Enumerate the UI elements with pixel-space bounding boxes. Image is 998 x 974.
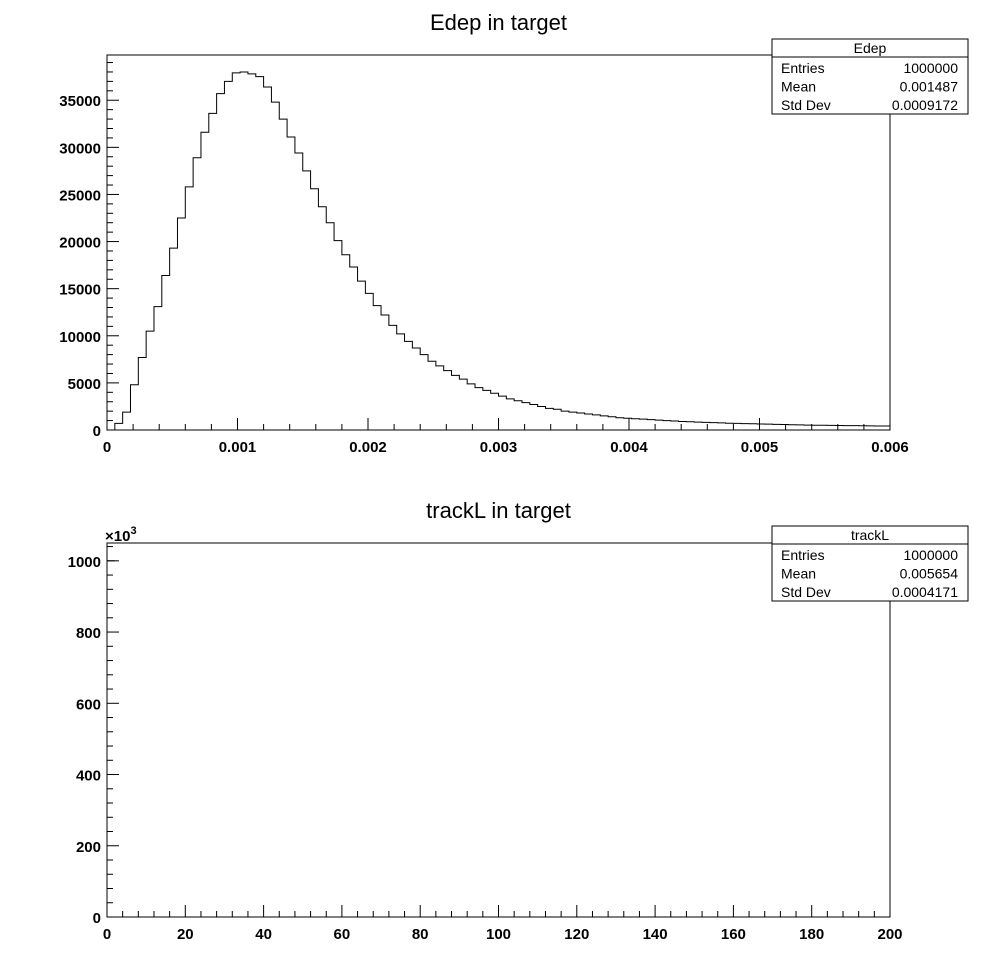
y-tick-label: 0	[93, 910, 101, 927]
stats-box: trackL Entries 1000000 Mean 0.005654 Std Dev 0…	[771, 525, 969, 602]
stats-box-frame	[771, 525, 969, 602]
x-tick-label: 160	[721, 926, 746, 943]
x-tick-label: 20	[177, 926, 194, 943]
x-tick-label: 80	[412, 926, 429, 943]
x-tick-label: 0	[103, 439, 111, 456]
x-tick-label: 60	[334, 926, 351, 943]
y-tick-label: 600	[76, 696, 101, 713]
stats-box-frame	[771, 38, 969, 115]
stats-box-title: Edep	[854, 40, 887, 56]
chart-title: trackL in target	[426, 498, 571, 523]
trackl-histogram-panel: trackL in target 0 20 40 60 80 100 120 140 160 180…	[68, 498, 969, 943]
histogram-steps	[107, 71, 890, 431]
stats-row-label: Std Dev	[781, 97, 831, 113]
y-tick-label: 800	[76, 625, 101, 642]
stats-row-label: Entries	[781, 60, 825, 76]
y-tick-label: 5000	[68, 376, 101, 393]
y-tick-label: 30000	[59, 140, 101, 157]
x-tick-label: 40	[255, 926, 272, 943]
stats-row-value: 0.0004171	[892, 584, 958, 600]
stats-row-label: Std Dev	[781, 584, 831, 600]
x-tick-label: 200	[877, 926, 902, 943]
stats-row-value: 1000000	[903, 547, 958, 563]
stats-row-value: 0.001487	[900, 79, 959, 95]
x-tick-label: 140	[643, 926, 668, 943]
stats-row-label: Entries	[781, 547, 825, 563]
stats-row-value: 0.005654	[900, 566, 959, 582]
x-tick-label: 0.001	[219, 439, 257, 456]
y-tick-label: 15000	[59, 282, 101, 299]
y-axis-multiplier-exponent: 3	[130, 525, 136, 537]
y-tick-label: 25000	[59, 187, 101, 204]
chart-title: Edep in target	[430, 10, 567, 35]
y-tick-label: 200	[76, 839, 101, 856]
stats-row-label: Mean	[781, 79, 816, 95]
x-tick-label: 0.006	[871, 439, 909, 456]
y-tick-label: 400	[76, 768, 101, 785]
y-tick-label: 0	[93, 423, 101, 440]
x-tick-label: 100	[486, 926, 511, 943]
x-tick-label: 0.003	[480, 439, 518, 456]
y-tick-label: 20000	[59, 235, 101, 252]
y-axis-multiplier: ×103	[105, 525, 137, 545]
x-tick-label: 0.002	[349, 439, 387, 456]
stats-row-value: 1000000	[903, 60, 958, 76]
stats-row-label: Mean	[781, 566, 816, 582]
y-tick-label: 35000	[59, 93, 101, 110]
x-tick-label: 0.005	[741, 439, 779, 456]
y-axis-multiplier-base: ×10	[105, 528, 130, 545]
stats-box: Edep Entries 1000000 Mean 0.001487 Std Dev 0.0…	[771, 38, 969, 115]
x-tick-label: 0.004	[610, 439, 648, 456]
y-tick-label: 10000	[59, 329, 101, 346]
stats-row-value: 0.0009172	[892, 97, 958, 113]
x-tick-label: 180	[799, 926, 824, 943]
stats-box-title: trackL	[851, 527, 889, 543]
x-tick-label: 120	[564, 926, 589, 943]
x-tick-label: 0	[103, 926, 111, 943]
edep-histogram-panel: Edep in target 0 0.001 0.002 0.003 0.004 0.005…	[59, 10, 969, 456]
y-tick-label: 1000	[68, 554, 101, 571]
